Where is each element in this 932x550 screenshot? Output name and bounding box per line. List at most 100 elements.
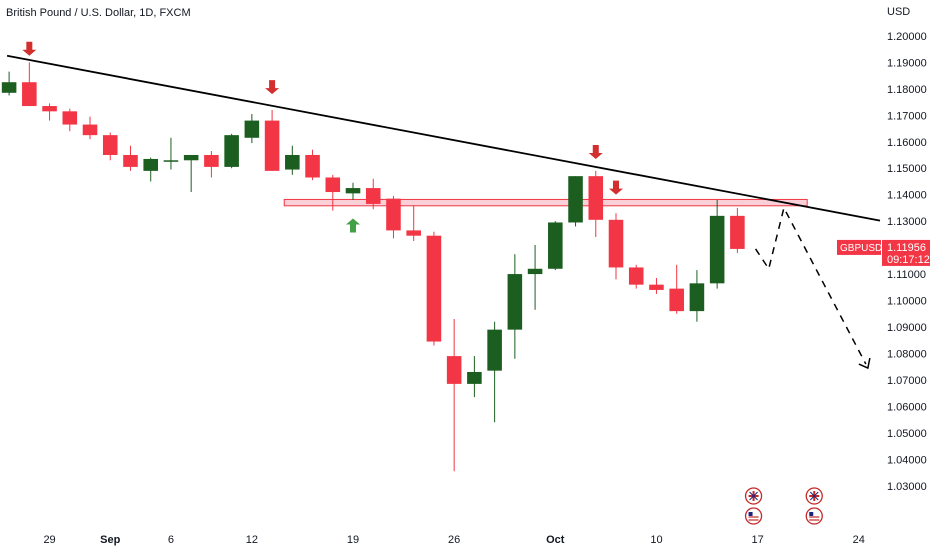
arrow-down-icon (588, 144, 603, 159)
candle-body (608, 219, 624, 268)
candle (588, 170, 604, 238)
economic-event[interactable] (744, 487, 763, 525)
candle-body (204, 154, 219, 167)
candle-body (305, 154, 320, 178)
candle (568, 176, 583, 227)
candle-body (487, 329, 502, 371)
candle (42, 103, 57, 121)
candle (608, 213, 624, 280)
candle (345, 182, 361, 200)
uk-flag-diag (809, 491, 819, 501)
price-tick-label: 1.17000 (887, 110, 927, 122)
time-tick-label: 10 (650, 534, 662, 546)
uk-flag-diag (749, 491, 758, 501)
candle (204, 151, 219, 178)
symbol-label: GBPUSD (840, 243, 882, 254)
candle (305, 149, 320, 181)
economic-event[interactable] (805, 487, 823, 525)
resistance-zone (283, 198, 808, 207)
candle-body (426, 235, 442, 342)
price-tick-label: 1.16000 (887, 137, 927, 149)
candle-body (82, 124, 98, 136)
projection-path (754, 205, 867, 365)
candle-body (649, 284, 664, 290)
arrow-up-icon (346, 218, 361, 233)
candle-body (244, 120, 260, 138)
candle (1, 71, 17, 96)
candle (224, 133, 239, 169)
arrow-down-icon (609, 180, 623, 195)
price-tick-label: 1.13000 (887, 216, 927, 228)
candle-body (730, 215, 745, 249)
candle (527, 244, 543, 310)
candle (22, 62, 37, 107)
candle-body (163, 160, 179, 162)
candle (507, 254, 523, 359)
candle-body (345, 188, 361, 194)
candle-body (183, 154, 199, 161)
us-flag-icon (805, 507, 823, 525)
chart-title: British Pound / U.S. Dollar, 1D, FXCM (6, 7, 191, 19)
candle (365, 178, 381, 210)
candle (325, 174, 341, 211)
time-tick-label: Sep (100, 534, 120, 546)
candle-body (285, 154, 300, 170)
price-tick-label: 1.07000 (887, 375, 927, 387)
price-tick-label: 1.05000 (887, 428, 927, 440)
candle (143, 157, 158, 182)
price-tick-label: 1.18000 (887, 84, 927, 96)
candle-body (689, 283, 705, 312)
time-tick-label: Oct (546, 534, 565, 546)
candle (406, 205, 421, 241)
candle (709, 199, 725, 289)
candle (264, 110, 280, 171)
candle (285, 145, 300, 175)
candle (649, 278, 664, 294)
candle (689, 270, 705, 322)
candle (102, 132, 118, 161)
candle-body (62, 111, 78, 125)
us-flag-icon (744, 507, 763, 525)
time-tick-label: 17 (751, 534, 763, 546)
us-flag-canton (748, 512, 753, 516)
price-tick-label: 1.08000 (887, 348, 927, 360)
candle-body (264, 120, 280, 171)
candle-body (628, 267, 644, 285)
candle (123, 145, 138, 171)
time-tick-label: 6 (168, 534, 174, 546)
time-tick-label: 24 (853, 534, 865, 546)
candles-layer (1, 62, 745, 472)
candle-body (22, 82, 37, 107)
time-tick-label: 19 (347, 534, 359, 546)
candle (487, 321, 502, 423)
symbol-label-box (837, 239, 881, 255)
price-tick-label: 1.04000 (887, 454, 927, 466)
candle (244, 113, 260, 144)
time-tick-label: 29 (43, 534, 55, 546)
candle-body (406, 230, 421, 236)
candle-body (1, 82, 17, 93)
candle (163, 137, 179, 170)
candle-body (143, 158, 158, 171)
price-tick-label: 1.20000 (887, 31, 927, 43)
candle (183, 154, 199, 193)
candle-body (123, 154, 138, 167)
candle (386, 196, 401, 239)
price-tick-label: 1.09000 (887, 322, 927, 334)
price-tick-label: 1.11000 (887, 269, 926, 281)
candle-body (102, 135, 118, 155)
candle-body (548, 222, 563, 269)
resistance-zone-layer (283, 198, 808, 207)
drawings-layer (6, 41, 881, 370)
candle-body (386, 198, 401, 231)
candle (730, 207, 745, 253)
price-tick-label: 1.03000 (887, 481, 927, 493)
candle-body (224, 135, 239, 167)
arrow-down-icon (22, 41, 37, 56)
bar-countdown: 09:17:12 (887, 254, 930, 266)
candle-body (446, 356, 462, 384)
candle (62, 108, 78, 132)
